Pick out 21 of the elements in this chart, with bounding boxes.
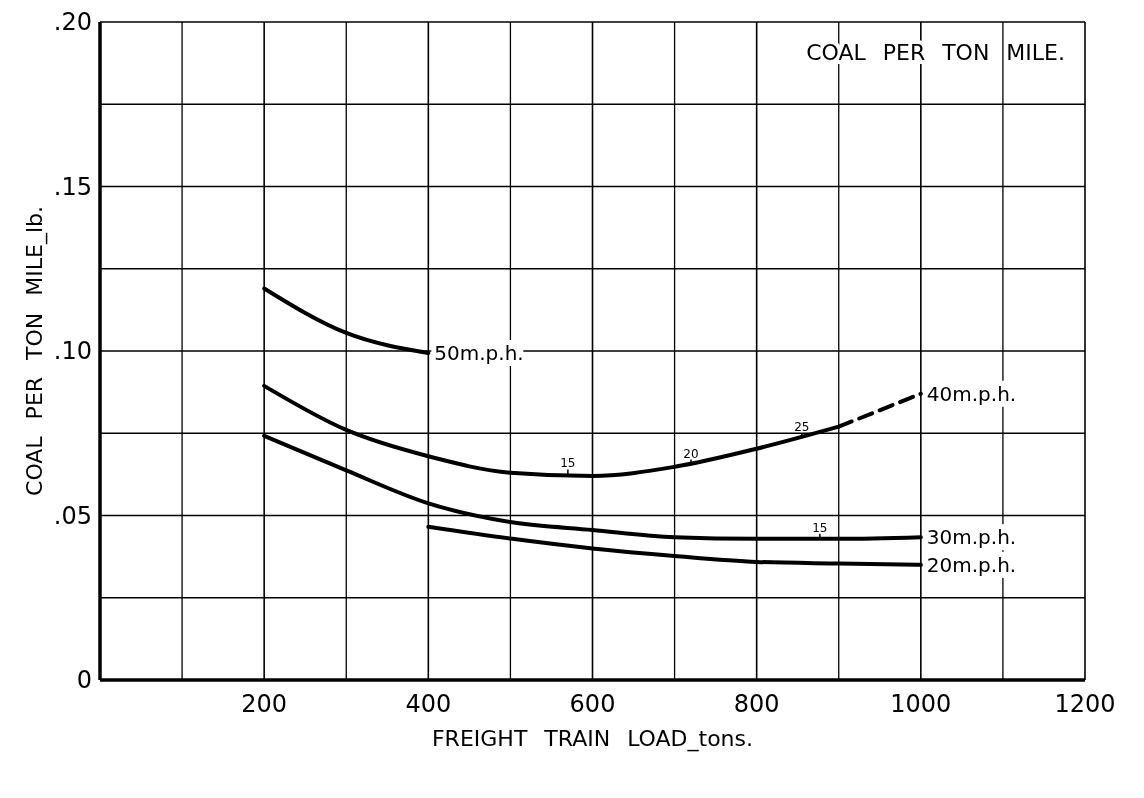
y-axis-title: COAL PER TON MILE_lb.	[22, 206, 48, 496]
series-label: 50m.p.h.	[434, 340, 524, 365]
annotation: 20	[683, 446, 699, 461]
series-label: 20m.p.h.	[926, 552, 1017, 577]
x-tick-label: 400	[405, 690, 452, 718]
x-tick-label: 600	[569, 690, 616, 718]
y-tick-label: 0	[76, 666, 92, 695]
annotation: 25	[794, 420, 810, 435]
series-label: 30m.p.h.	[926, 525, 1017, 550]
x-axis-title: FREIGHT TRAIN LOAD_tons.	[431, 726, 754, 752]
series-label: 40m.p.h.	[926, 381, 1017, 406]
x-tick-label: 1000	[890, 690, 952, 718]
x-tick-label: 800	[733, 690, 780, 718]
y-tick-label: .10	[53, 337, 92, 366]
x-tick-label: 1200	[1054, 690, 1116, 718]
y-tick-label: .05	[53, 501, 92, 530]
y-tick-label: .15	[53, 172, 92, 201]
annotation: 15	[560, 456, 576, 471]
x-tick-label: 200	[241, 690, 288, 718]
y-tick-label: .20	[53, 8, 92, 37]
annotation: 15	[812, 520, 828, 535]
